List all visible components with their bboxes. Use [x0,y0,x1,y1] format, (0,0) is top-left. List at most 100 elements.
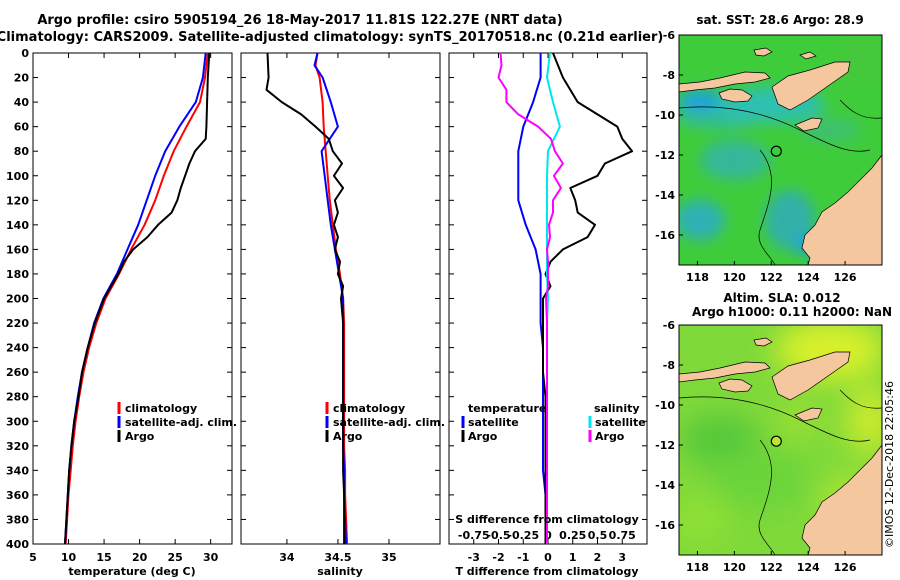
s-tick-label: 0.25 [559,529,586,542]
x-tick-label: 1 [569,551,577,564]
s-tick-label: 0 [544,529,552,542]
map-y-tick-label: -14 [655,479,675,492]
x-tick-label: 35 [381,551,396,564]
s-tick-label: -0.75 [458,529,490,542]
y-tick-label: 140 [6,219,29,232]
sst-map-panel: sat. SST: 28.6 Argo: 28.9 [655,13,883,284]
x-tick-label: 0 [544,551,552,564]
map-x-tick-label: 118 [686,271,709,284]
map-x-tick-label: 120 [723,561,746,574]
legend-label-s-argo: Argo [595,430,625,443]
x-tick-label: 34 [279,551,295,564]
difference-panel: -3 -2 -1 0 1 2 3 -0.75-0.5-0.25 0 0.25 0.5 0.75 tem… [448,52,648,578]
sst-land [679,47,882,265]
series-line-salinity-argo [497,52,564,544]
temperature-panel: 0 20 40 60 80 100 120 140 160 180 200 220 240 260 280 3… [6,47,237,578]
y-tick-label: 80 [14,145,30,158]
y-tick-label: 200 [6,293,29,306]
y-tick-label: 240 [6,342,29,355]
map-y-tick-label: -12 [655,439,675,452]
map-y-tick-label: -6 [663,319,676,332]
s-tick-label: 0.75 [609,529,636,542]
map-y-tick-label: -6 [663,29,676,42]
series-line-argo [64,52,211,545]
sst-map-frame [678,34,883,266]
map-y-tick-label: -16 [655,229,675,242]
x-tick-label: 10 [61,551,77,564]
series-line-temperature-satellite [517,53,547,544]
sla-land [679,337,882,555]
y-tick-label: 280 [6,391,29,404]
y-tick-label: 120 [6,194,29,207]
difference-legend-salinity: salinity satellite Argo [588,402,646,443]
y-tick-label: 260 [6,366,29,379]
s-tick-label: -0.5 [486,529,510,542]
map-x-tick-label: 126 [834,271,857,284]
sla-map-frame [678,324,883,556]
imos-timestamp: ©IMOS 12-Dec-2018 22:05:46 [883,381,896,548]
s-tick-label: 0.5 [588,529,608,542]
map-x-tick-label: 126 [834,561,857,574]
map-y-tick-label: -16 [655,519,675,532]
y-tick-label: 320 [6,440,29,453]
legend-label-t-argo: Argo [468,430,498,443]
temperature-xlabel: temperature (deg C) [68,565,195,578]
sla-map-panel: Altim. SLA: 0.012 Argo h1000: 0.11 h2000… [655,291,892,574]
y-tick-label: 20 [14,72,30,85]
legend-title-salinity: salinity [594,402,640,415]
legend-label-argo: Argo [125,430,155,443]
map-x-tick-label: 122 [760,271,783,284]
map-x-tick-label: 118 [686,561,709,574]
y-tick-label: 360 [6,489,29,502]
series-line-argo [265,52,346,544]
series-line-temperature-argo [542,52,634,544]
t-difference-xlabel: T difference from climatology [455,565,638,578]
x-tick-label: -3 [468,551,480,564]
sst-map-title: sat. SST: 28.6 Argo: 28.9 [696,13,863,27]
s-difference-axis-label: S difference from climatology [455,513,639,526]
y-tick-label: 180 [6,268,29,281]
legend-label-argo: Argo [333,430,363,443]
map-x-tick-label: 122 [760,561,783,574]
x-tick-label: 20 [132,551,148,564]
figure-title-line2: Climatology: CARS2009. Satellite-adjuste… [0,30,663,45]
salinity-xlabel: salinity [317,565,363,578]
series-line-climatology [64,52,209,545]
x-tick-label: 25 [167,551,182,564]
sla-map-title: Altim. SLA: 0.012 [723,291,840,305]
map-x-tick-label: 124 [797,561,820,574]
salinity-legend: climatology satellite-adj. clim. Argo [325,402,445,443]
x-tick-label: 34.5 [324,551,351,564]
sst-bathymetry-contour [679,99,882,265]
salinity-panel: 34 34.5 35 climatology satellite-adj. clim… [240,52,445,578]
map-y-tick-label: -8 [663,69,675,82]
legend-label-satellite: satellite-adj. clim. [125,416,237,429]
map-y-tick-label: -10 [655,399,675,412]
y-tick-label: 300 [6,415,29,428]
legend-label-satellite: satellite-adj. clim. [333,416,445,429]
x-tick-label: 15 [96,551,111,564]
y-tick-label: 160 [6,243,29,256]
sla-bathymetry-contour [679,389,882,555]
map-x-tick-label: 124 [797,271,820,284]
sla-profile-location-marker [770,435,782,447]
y-tick-label: 100 [6,170,29,183]
map-y-tick-label: -10 [655,109,675,122]
x-tick-label: -1 [517,551,529,564]
x-tick-label: 5 [29,551,37,564]
y-tick-label: 340 [6,464,29,477]
y-tick-label: 40 [14,96,30,109]
temperature-plot-frame [32,52,233,545]
map-y-tick-label: -12 [655,149,675,162]
y-tick-label: 60 [14,121,30,134]
sla-map-subtitle: Argo h1000: 0.11 h2000: NaN [692,305,892,319]
y-tick-label: 220 [6,317,29,330]
y-tick-label: 400 [6,538,29,551]
x-tick-label: -2 [492,551,504,564]
legend-label-t-satellite: satellite [468,416,519,429]
map-y-tick-label: -14 [655,189,675,202]
x-tick-label: 2 [594,551,602,564]
s-tick-label: -0.25 [507,529,539,542]
map-y-tick-label: -8 [663,359,675,372]
